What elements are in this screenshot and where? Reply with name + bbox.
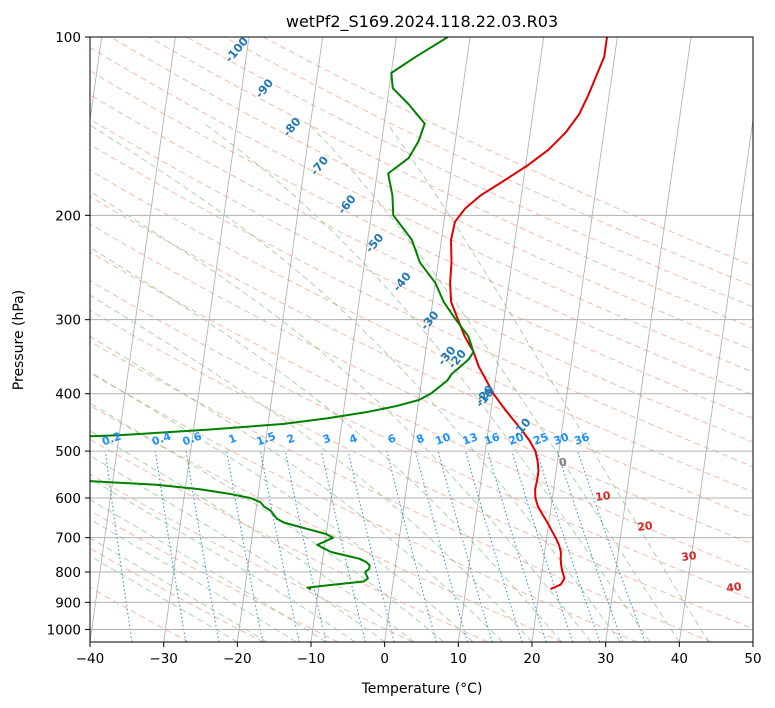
isotherm-label: 40 [725, 580, 742, 595]
dry-adiabat-line [90, 510, 339, 642]
y-tick-label: 1000 [47, 622, 81, 638]
mixing-ratio-label: 1 [227, 432, 239, 447]
mixing-ratio-line [226, 451, 264, 642]
mixing-ratio-label: 0.2 [100, 430, 123, 449]
x-tick-label: 50 [744, 651, 761, 667]
isotherm-line [457, 37, 545, 642]
isotherm-line [236, 37, 324, 642]
mixing-ratio-label: 16 [483, 430, 502, 448]
mixing-ratio-line [414, 450, 469, 642]
dry-adiabat-line [90, 404, 563, 642]
mixing-ratio-label: 36 [572, 430, 591, 448]
temperature-profile-line [449, 37, 608, 591]
mixing-ratio-label: 2 [285, 432, 297, 447]
x-tick-label: 0 [380, 651, 389, 667]
y-tick-label: 900 [55, 595, 81, 611]
x-tick-label: −20 [223, 651, 252, 667]
mixing-ratio-label: 1.5 [255, 430, 278, 449]
dewpoint-profile-line [90, 37, 475, 591]
y-axis-label: Pressure (hPa) [11, 290, 27, 390]
isotherm-line [90, 37, 176, 642]
isotherm-label: 10 [594, 489, 611, 504]
mixing-ratio-line [386, 450, 437, 642]
x-axis-label: Temperature (°C) [361, 681, 483, 697]
dry-adiabat-line [90, 309, 753, 630]
moist-adiabat-line [386, 123, 710, 642]
mixing-ratio-line [259, 450, 300, 642]
y-tick-label: 100 [55, 30, 81, 46]
isotherm-line [605, 37, 692, 642]
mixing-ratio-label: 10 [434, 430, 453, 448]
x-tick-label: 20 [523, 651, 540, 667]
plot-frame [89, 36, 754, 643]
dry-adiabat-line [224, 37, 753, 287]
mixing-ratio-label: 4 [348, 431, 360, 446]
isotherm-label: 30 [680, 549, 697, 564]
x-tick-label: −10 [297, 651, 326, 667]
dry-adiabat-line [90, 143, 753, 468]
x-tick-label: −30 [149, 651, 178, 667]
plot-background [90, 37, 753, 642]
mixing-ratio-label: 20 [507, 430, 526, 448]
dry-adiabat-line [148, 37, 753, 329]
dry-adiabat-line [90, 372, 638, 642]
dry-adiabat-line [90, 196, 753, 519]
mixing-ratio-label: 3 [321, 432, 333, 447]
mixing-ratio-label: 0.6 [181, 429, 204, 448]
isotherm-line [678, 116, 753, 642]
y-tick-label: 200 [55, 208, 81, 224]
moist-adiabat-line [90, 335, 503, 642]
isotherm-line [384, 37, 471, 642]
mixing-ratio-line [347, 450, 395, 642]
y-tick-label: 300 [55, 313, 81, 329]
y-tick-label: 600 [55, 491, 81, 507]
mixing-ratio-line [104, 451, 133, 642]
x-tick-label: 30 [597, 651, 614, 667]
dry-adiabat-line [90, 223, 753, 545]
mixing-ratio-label: 25 [531, 430, 550, 447]
profile-lines [90, 37, 608, 591]
mixing-ratio-label: 6 [386, 431, 398, 446]
x-tick-label: 40 [671, 651, 688, 667]
isotherm-line [90, 37, 103, 124]
axes: −40 −30 −20 −10 0 10 20 30 40 5010020030040050060… [47, 30, 762, 667]
pressure-gridlines [90, 37, 753, 630]
dry-adiabat-line [110, 37, 753, 351]
x-tick-label: −40 [76, 651, 105, 667]
chart-title: wetPf2_S169.2024.118.22.03.R03 [286, 12, 558, 32]
mixing-ratio-label: 0.4 [150, 429, 173, 448]
moist-adiabat-line [90, 455, 385, 642]
isotherm-line [531, 37, 618, 642]
y-tick-label: 700 [55, 531, 81, 547]
mixing-ratio-label: 8 [415, 432, 427, 447]
dry-adiabat-line [90, 340, 712, 642]
mixing-ratio-line [536, 450, 601, 642]
y-tick-label: 400 [55, 387, 81, 403]
dry-adiabat-line [90, 94, 753, 419]
y-tick-label: 500 [55, 444, 81, 460]
y-tick-label: 800 [55, 565, 81, 581]
mixing-ratio-line [577, 450, 646, 642]
mixing-ratio-label: 13 [461, 430, 480, 447]
isotherm-line [752, 638, 753, 642]
dry-adiabat-line [90, 547, 264, 642]
mixing-ratio-line [511, 450, 574, 642]
mixing-ratio-label: 30 [552, 430, 571, 448]
moist-adiabat-line [307, 123, 680, 642]
mixing-ratio-line [464, 450, 523, 642]
mixing-ratio-line [437, 450, 493, 642]
mixing-ratio-line [320, 450, 366, 642]
isotherm-label: 20 [636, 519, 653, 534]
x-tick-label: 10 [450, 651, 467, 667]
moist-adiabat-line [90, 430, 415, 642]
isotherm-line [163, 37, 250, 642]
moist-adiabat-line [90, 124, 621, 642]
mixing-ratio-line [487, 450, 547, 642]
mixing-ratio-line [284, 450, 327, 642]
mixing-ratio-line [556, 450, 623, 642]
dry-adiabat-line [90, 169, 753, 493]
isotherm-label: 0 [558, 455, 568, 469]
